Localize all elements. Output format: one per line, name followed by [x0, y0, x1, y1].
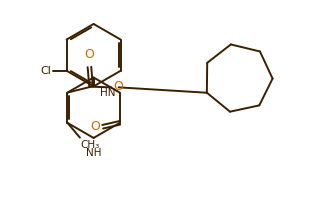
Text: O: O: [90, 120, 100, 133]
Text: O: O: [113, 80, 123, 93]
Text: O: O: [85, 48, 94, 61]
Text: CH₃: CH₃: [80, 140, 100, 150]
Text: Cl: Cl: [40, 66, 51, 76]
Text: HN: HN: [100, 88, 116, 98]
Text: NH: NH: [86, 149, 101, 159]
